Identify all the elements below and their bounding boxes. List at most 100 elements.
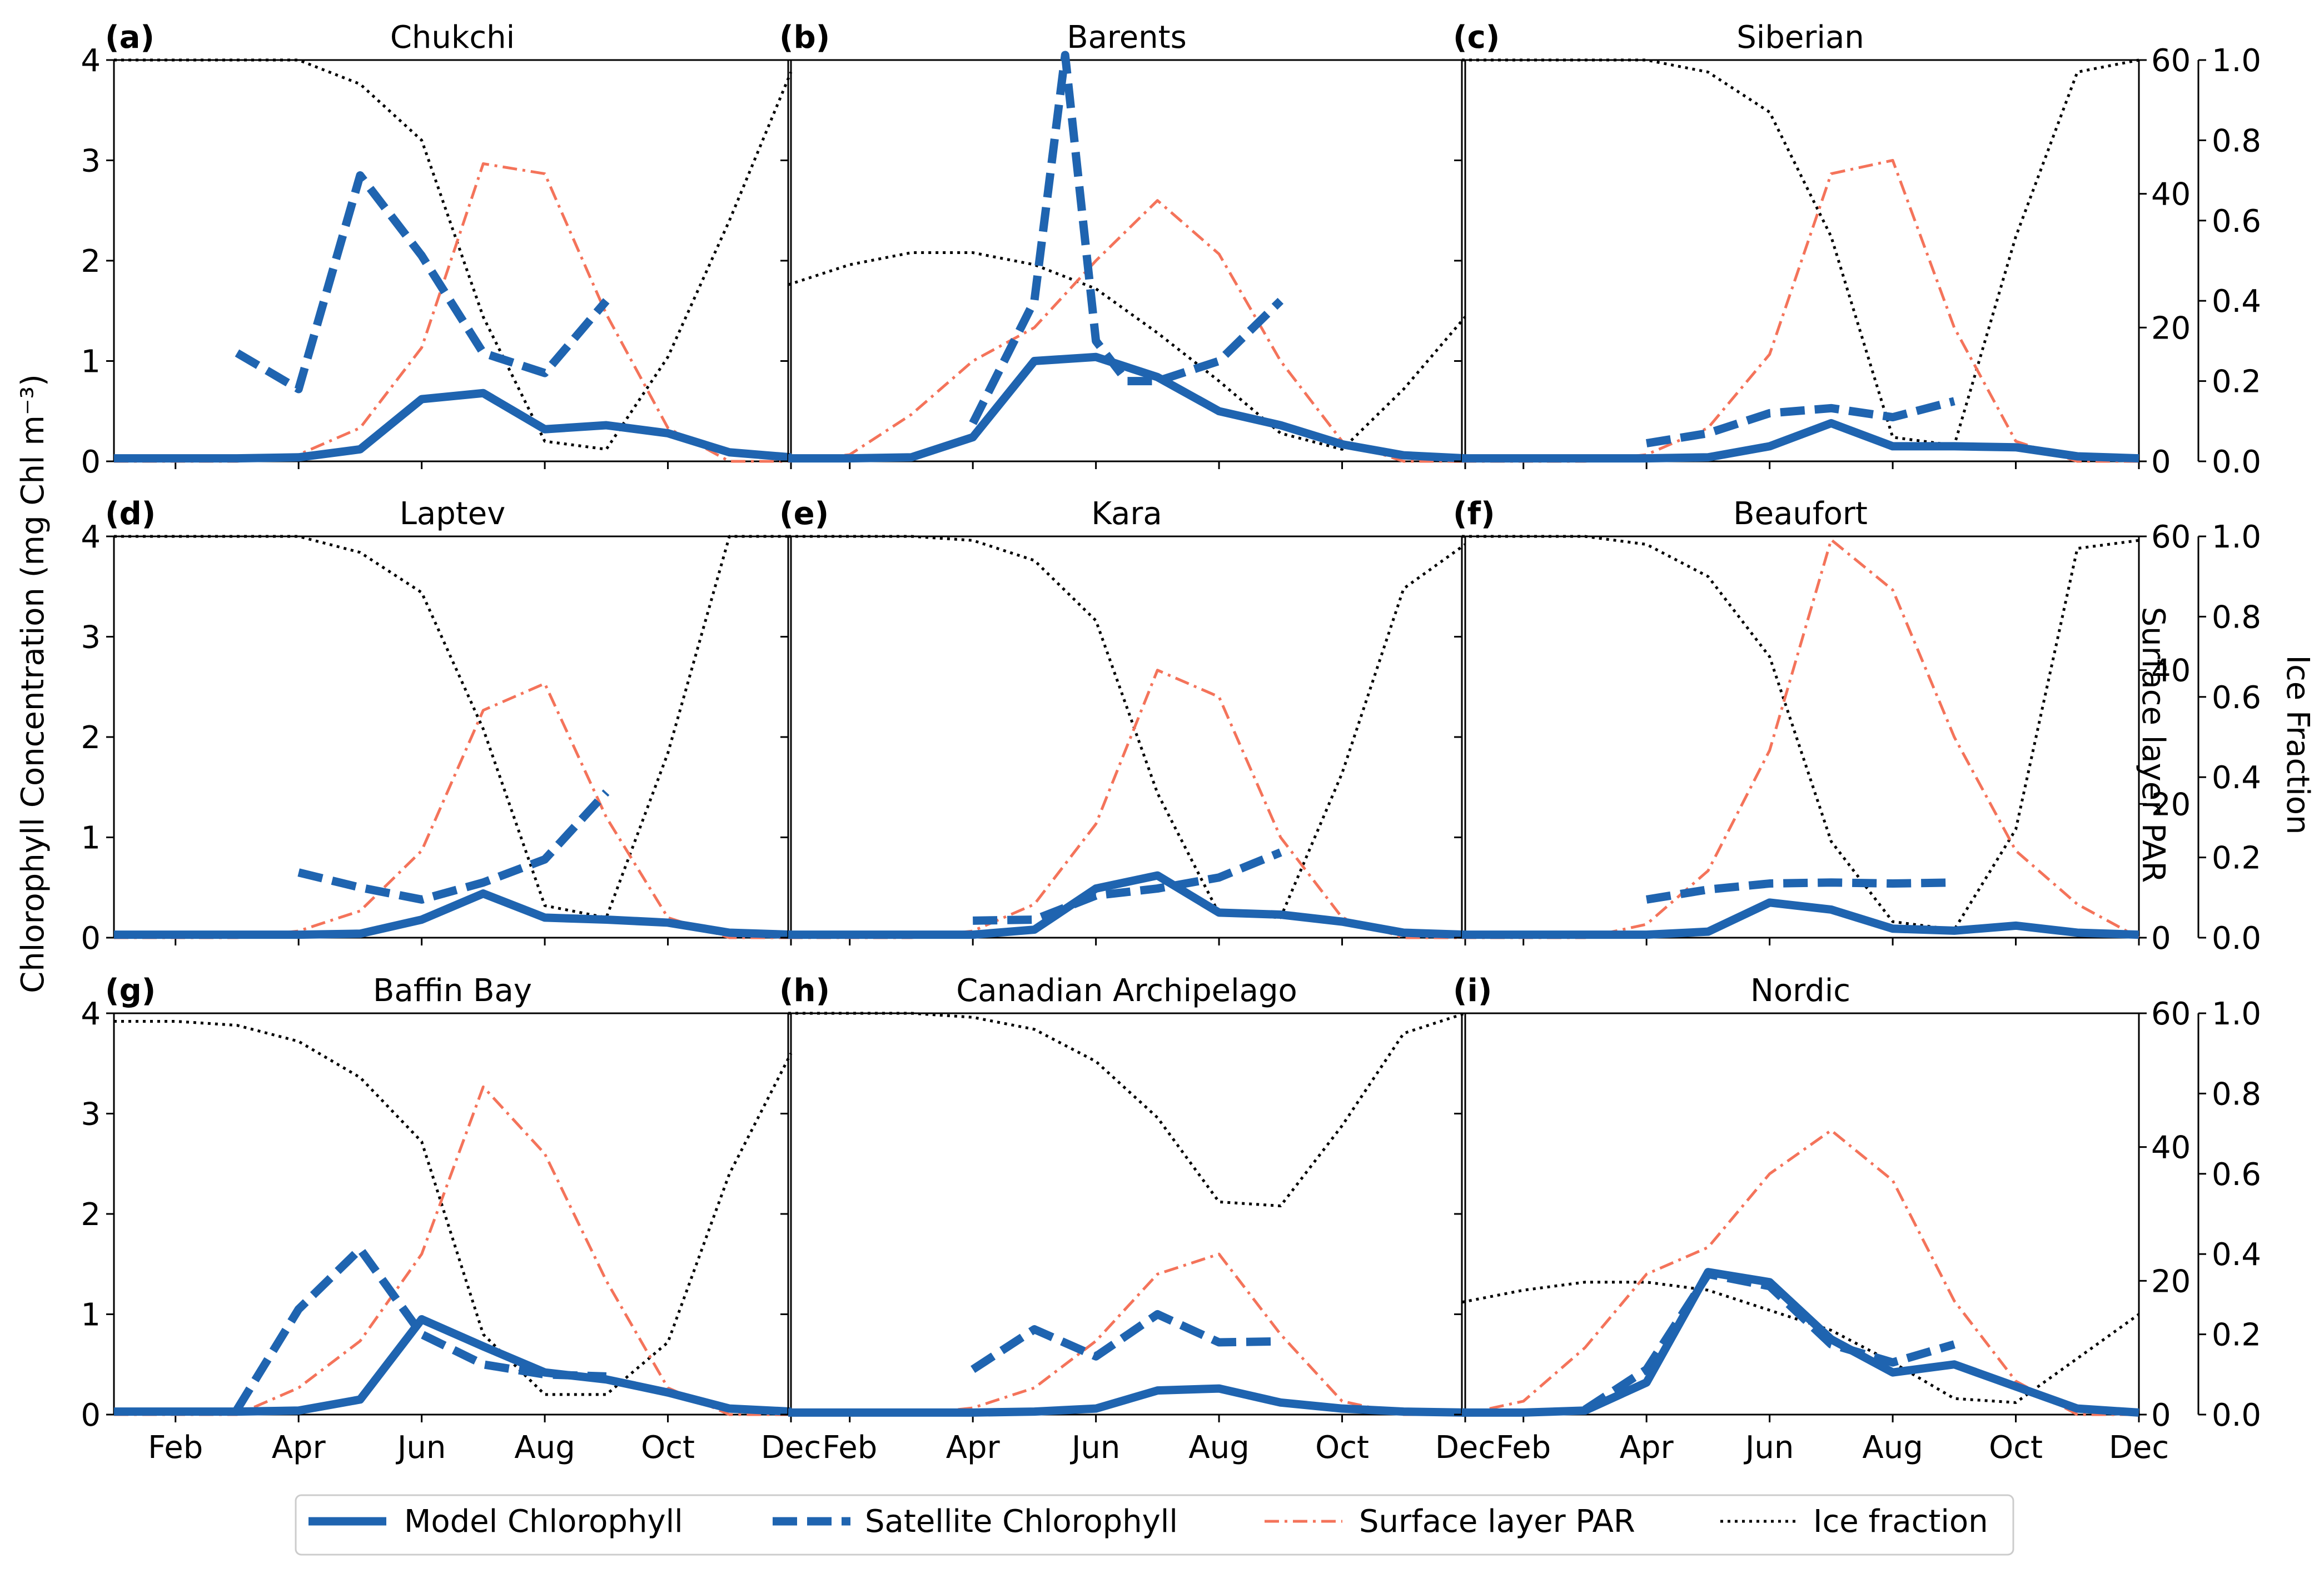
panel-letter: (e) (779, 496, 829, 532)
panel-letter: (c) (1453, 19, 1500, 56)
ice-tick-label: 1.0 (2212, 996, 2261, 1032)
chl-tick-label: 3 (81, 143, 101, 180)
satellite-chlorophyll-line (1645, 397, 1955, 447)
ice-tick-label: 1.0 (2212, 43, 2261, 79)
par-tick-label: 40 (2151, 177, 2191, 213)
plot-frame (787, 535, 1466, 939)
month-tick-label: Jun (1070, 1430, 1121, 1466)
ice-tick-label: 0.0 (2212, 1397, 2261, 1433)
ice-tick-label: 0.8 (2212, 599, 2261, 635)
plot-frame (113, 535, 792, 939)
par-tick-label: 60 (2151, 43, 2191, 79)
par-tick-label: 60 (2151, 519, 2191, 555)
chl-tick-label: 3 (81, 620, 101, 656)
panel-title: Canadian Archipelago (956, 973, 1297, 1009)
model-chlorophyll-line (114, 889, 792, 939)
chl-tick-label: 2 (81, 720, 101, 756)
panel-title: Baffin Bay (373, 973, 532, 1009)
ice-tick-label: 0.4 (2212, 283, 2261, 320)
panel-8: (h) Canadian Archipelago Feb Apr Jun Aug Oct De… (779, 973, 1495, 1466)
model-chlorophyll-line (1462, 1268, 2139, 1417)
model-chlorophyll-line (1462, 419, 2139, 463)
ice-tick-label: 0.6 (2212, 1157, 2261, 1193)
panel-2: (b) Barents (779, 19, 1466, 469)
ice-tick-label: 0.2 (2212, 364, 2261, 400)
plot-frame (113, 1012, 792, 1416)
chl-tick-label: 0 (81, 444, 101, 480)
surface-par-line (114, 1085, 791, 1416)
par-axis-label: Surface layer PAR (2135, 607, 2171, 883)
ice-tick-label: 0.2 (2212, 1317, 2261, 1353)
ice-tick-label: 0.4 (2212, 760, 2261, 796)
month-tick-label: Dec (761, 1430, 821, 1466)
ice-fraction-line (114, 1019, 793, 1396)
panel-title: Chukchi (390, 19, 515, 56)
par-tick-label: 20 (2151, 310, 2191, 346)
surface-par-line (788, 1252, 1465, 1416)
panel-letter: (i) (1453, 973, 1492, 1009)
par-tick-label: 20 (2151, 1263, 2191, 1300)
panel-5: (e) Kara (779, 496, 1466, 945)
ice-fraction-line (1461, 1281, 2140, 1404)
month-tick-label: Jun (1744, 1430, 1794, 1466)
par-tick-label: 20 (2151, 786, 2191, 823)
legend-ice-label: Ice fraction (1813, 1504, 1988, 1540)
ice-tick-label: 0.0 (2212, 444, 2261, 480)
panel-letter: (h) (779, 973, 830, 1009)
model-chlorophyll-line (1462, 898, 2139, 939)
model-chlorophyll-line (788, 1384, 1466, 1417)
chl-axis-label: Chlorophyll Concentration (mg Chl m⁻³) (15, 374, 51, 993)
month-tick-label: Aug (1188, 1430, 1249, 1466)
panel-title: Nordic (1750, 973, 1850, 1009)
ice-fraction-line (1462, 58, 2139, 447)
surface-par-line (788, 669, 1465, 939)
month-tick-label: Apr (1620, 1430, 1674, 1466)
satellite-chlorophyll-line (1645, 878, 1954, 904)
model-chlorophyll-line (788, 871, 1466, 939)
month-tick-label: Feb (148, 1430, 203, 1466)
month-tick-label: Jun (396, 1430, 446, 1466)
chl-tick-label: 1 (81, 344, 101, 380)
ice-fraction-line (1462, 535, 2139, 932)
month-tick-label: Oct (1989, 1430, 2043, 1466)
month-tick-label: Aug (514, 1430, 575, 1466)
panel-7: (g) Baffin Bay 0 1 2 3 4 Feb Apr Jun Aug Oct Dec (81, 973, 821, 1466)
satellite-chlorophyll-line (235, 171, 610, 394)
par-tick-label: 60 (2151, 996, 2191, 1032)
ice-tick-label: 0.0 (2212, 920, 2261, 957)
chl-tick-label: 1 (81, 1297, 101, 1333)
plot-frame (787, 1012, 1466, 1416)
chl-tick-label: 2 (81, 243, 101, 280)
month-tick-label: Feb (822, 1430, 877, 1466)
panel-3: (c) Siberian 0 20 40 60 0.0 0.2 0.4 0.6 0.8 1.0 (1453, 19, 2261, 480)
model-chlorophyll-line (788, 352, 1466, 463)
month-tick-label: Dec (2109, 1430, 2169, 1466)
ice-fraction-line (114, 535, 791, 919)
model-chlorophyll-line (114, 389, 792, 463)
ice-fraction-line (114, 58, 793, 451)
plot-frame (787, 59, 1466, 462)
panel-4: (d) Laptev 0 1 2 3 4 (81, 496, 792, 957)
chl-tick-label: 0 (81, 1397, 101, 1433)
ice-fraction-line (788, 1012, 1466, 1208)
month-tick-label: Oct (1315, 1430, 1369, 1466)
model-chlorophyll-line (114, 1315, 792, 1416)
satellite-chlorophyll-line (233, 1245, 607, 1412)
panel-letter: (b) (779, 19, 830, 56)
month-tick-label: Feb (1496, 1430, 1551, 1466)
chl-tick-label: 4 (81, 43, 101, 79)
par-tick-label: 40 (2151, 1130, 2191, 1166)
ice-fraction-line (788, 535, 1466, 919)
satellite-chlorophyll-line (973, 848, 1282, 925)
panel-title: Beaufort (1733, 496, 1868, 532)
panel-letter: (d) (105, 496, 156, 532)
par-tick-label: 0 (2151, 1397, 2171, 1433)
chl-tick-label: 4 (81, 996, 101, 1032)
chl-tick-label: 0 (81, 920, 101, 957)
ice-tick-label: 0.6 (2212, 680, 2261, 716)
satellite-chlorophyll-line (971, 1310, 1281, 1373)
ice-tick-label: 0.8 (2212, 123, 2261, 159)
panel-6: (f) Beaufort 0 20 40 60 0.0 0.2 0.4 0.6 0.8 1.0 (1453, 496, 2261, 957)
